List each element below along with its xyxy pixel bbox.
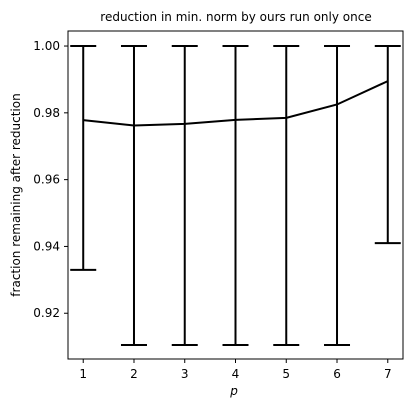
x-axis: 1 2 3 4 5 6 7	[79, 359, 392, 381]
x-tick-label: 5	[282, 367, 290, 381]
y-axis: 0.92 0.94 0.96 0.98 1.00	[33, 39, 68, 320]
x-tick-label: 2	[130, 367, 138, 381]
error-bars	[70, 45, 401, 346]
x-tick-label: 6	[333, 367, 341, 381]
chart-title: reduction in min. norm by ours run only …	[100, 10, 371, 24]
x-tick-label: 3	[181, 367, 189, 381]
y-tick-label: 0.98	[33, 106, 60, 120]
y-tick-label: 0.96	[33, 173, 60, 187]
y-axis-label: fraction remaining after reduction	[9, 93, 23, 296]
y-tick-label: 1.00	[33, 39, 60, 53]
x-axis-label: p	[229, 384, 238, 398]
x-tick-label: 4	[232, 367, 240, 381]
y-tick-label: 0.94	[33, 239, 60, 253]
y-tick-label: 0.92	[33, 306, 60, 320]
x-tick-label: 1	[79, 367, 87, 381]
series-line	[83, 80, 389, 127]
x-tick-label: 7	[384, 367, 392, 381]
